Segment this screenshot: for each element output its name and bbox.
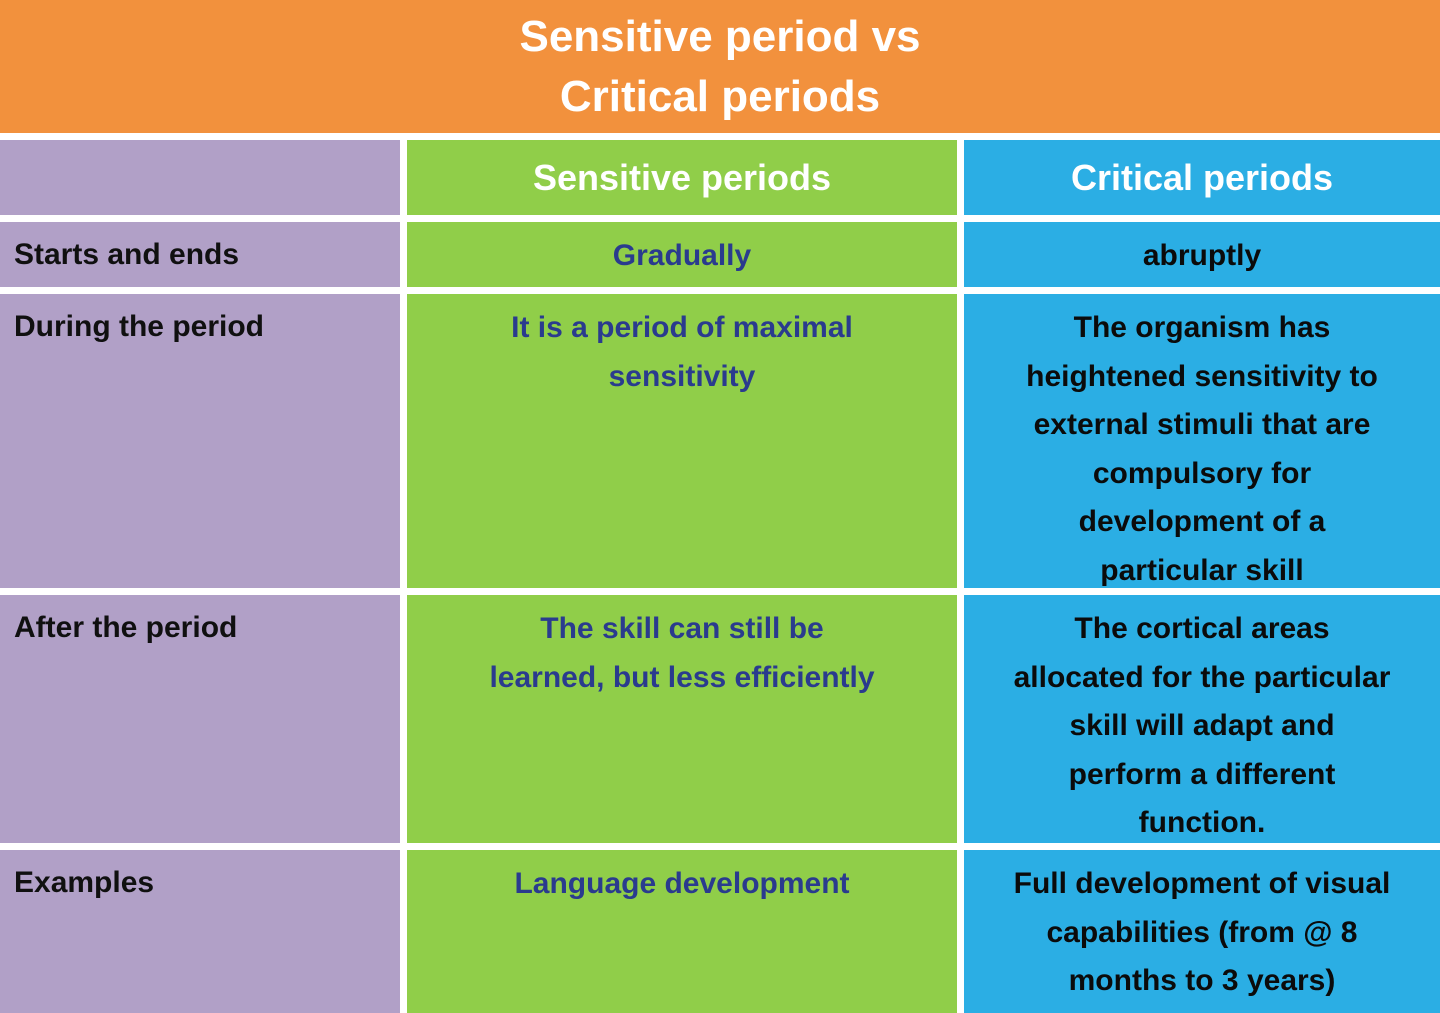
- row-label-examples: Examples: [0, 850, 400, 1013]
- title-banner: Sensitive period vs Critical periods: [0, 0, 1440, 133]
- comparison-table: Sensitive periods Critical periods Start…: [0, 140, 1440, 1013]
- column-header-critical-periods: Critical periods: [964, 140, 1440, 215]
- cell-critical-examples: Full development of visual capabilities …: [964, 850, 1440, 1013]
- cell-sensitive-during-the-period: It is a period of maximal sensitivity: [407, 294, 957, 588]
- slide-title-line1: Sensitive period vs: [519, 12, 921, 62]
- corner-cell: [0, 140, 400, 215]
- cell-sensitive-starts-and-ends: Gradually: [407, 222, 957, 287]
- cell-sensitive-after-the-period: The skill can still be learned, but less…: [407, 595, 957, 843]
- column-header-sensitive-periods: Sensitive periods: [407, 140, 957, 215]
- slide-title-line2: Critical periods: [559, 71, 881, 121]
- cell-critical-starts-and-ends: abruptly: [964, 222, 1440, 287]
- row-label-starts-and-ends: Starts and ends: [0, 222, 400, 287]
- row-label-during-the-period: During the period: [0, 294, 400, 588]
- cell-critical-after-the-period: The cortical areas allocated for the par…: [964, 595, 1440, 843]
- cell-critical-during-the-period: The organism has heightened sensitivity …: [964, 294, 1440, 588]
- row-label-after-the-period: After the period: [0, 595, 400, 843]
- cell-sensitive-examples: Language development: [407, 850, 957, 1013]
